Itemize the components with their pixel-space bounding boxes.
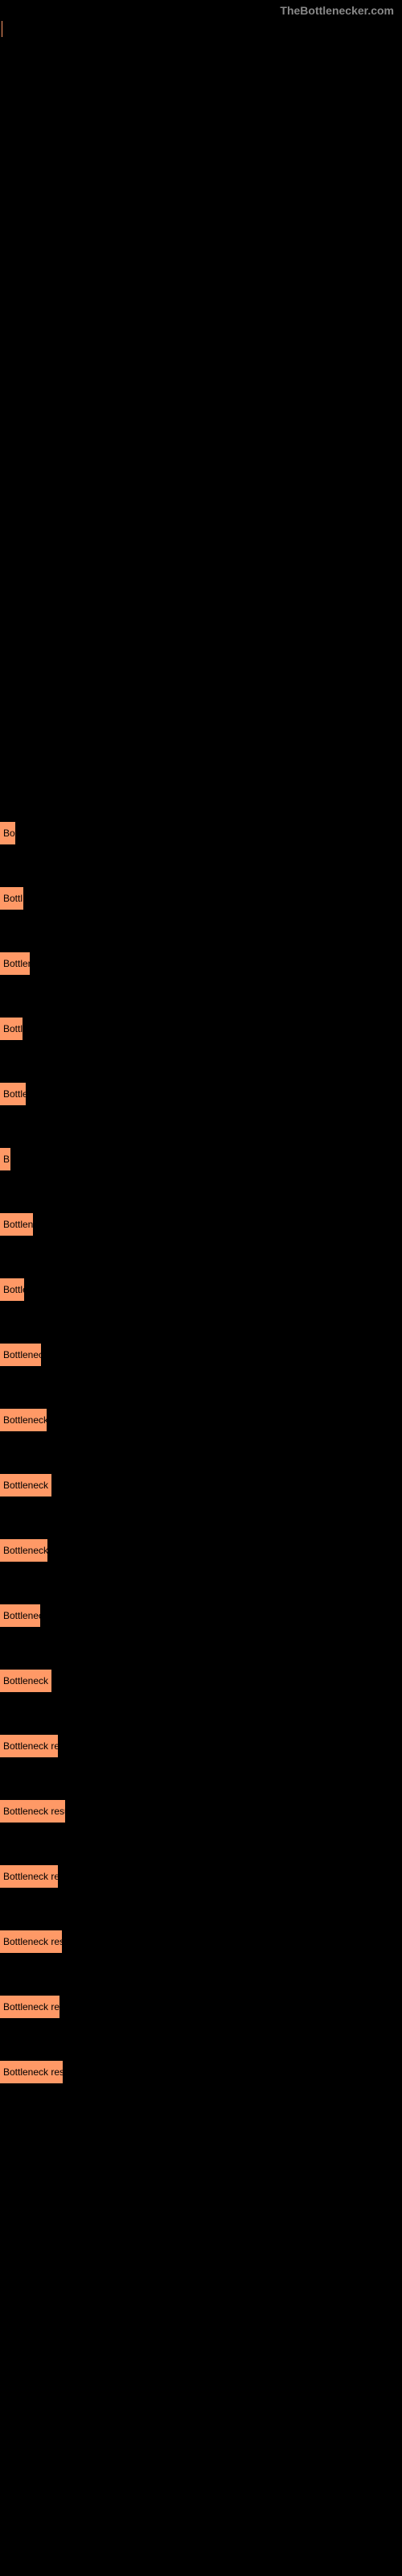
bar: Bottlene <box>0 1213 33 1236</box>
bar: Bottle <box>0 1083 26 1105</box>
bar-container: Bottleneck result <box>0 1474 402 1496</box>
bar: Bottleneck result <box>0 2061 63 2083</box>
bar: Bottl <box>0 887 23 910</box>
bar-container: Bottleneck r <box>0 1344 402 1366</box>
bar: Bottleneck resu <box>0 1670 51 1692</box>
site-title: TheBottlenecker.com <box>280 4 394 17</box>
bar: Bottl <box>0 1018 23 1040</box>
bar: Bottleneck result <box>0 1865 58 1888</box>
bar-container: Bottleneck res <box>0 1409 402 1431</box>
bar: Bo <box>0 822 15 844</box>
bar: Bottleneck result <box>0 1800 65 1823</box>
bar: Bottleneck r <box>0 1344 41 1366</box>
bar: Bottleneck r <box>0 1604 40 1627</box>
bar: Bottleneck result <box>0 1735 58 1757</box>
bar: Bottlen <box>0 952 30 975</box>
bars-container: Bo Bottl Bottlen Bottl Bottle B Bottlene Bottle… <box>0 822 402 2083</box>
bar-container: Bottleneck res <box>0 1539 402 1562</box>
bar-container: Bottleneck result <box>0 1930 402 1953</box>
bar-container: Bottleneck result <box>0 1735 402 1757</box>
bar: Bottleneck result <box>0 1996 59 2018</box>
bar-container: Bottleneck result <box>0 1996 402 2018</box>
bar: Bottleneck res <box>0 1539 47 1562</box>
chart-spacer <box>0 37 402 822</box>
bar: B <box>0 1148 10 1170</box>
bar-container: Bottlene <box>0 1213 402 1236</box>
site-header: TheBottlenecker.com <box>0 0 402 21</box>
bar-container: Bottle <box>0 1278 402 1301</box>
bar: Bottleneck result <box>0 1930 62 1953</box>
bar-container: Bo <box>0 822 402 844</box>
bar: Bottleneck res <box>0 1409 47 1431</box>
bar-container: Bottleneck result <box>0 2061 402 2083</box>
bar-container: B <box>0 1148 402 1170</box>
bar-container: Bottl <box>0 1018 402 1040</box>
bar-container: Bottleneck result <box>0 1800 402 1823</box>
bar: Bottleneck result <box>0 1474 51 1496</box>
bar-container: Bottl <box>0 887 402 910</box>
bar-container: Bottle <box>0 1083 402 1105</box>
bar-container: Bottleneck resu <box>0 1670 402 1692</box>
bar-container: Bottlen <box>0 952 402 975</box>
bar: Bottle <box>0 1278 24 1301</box>
bar-container: Bottleneck r <box>0 1604 402 1627</box>
bar-container: Bottleneck result <box>0 1865 402 1888</box>
